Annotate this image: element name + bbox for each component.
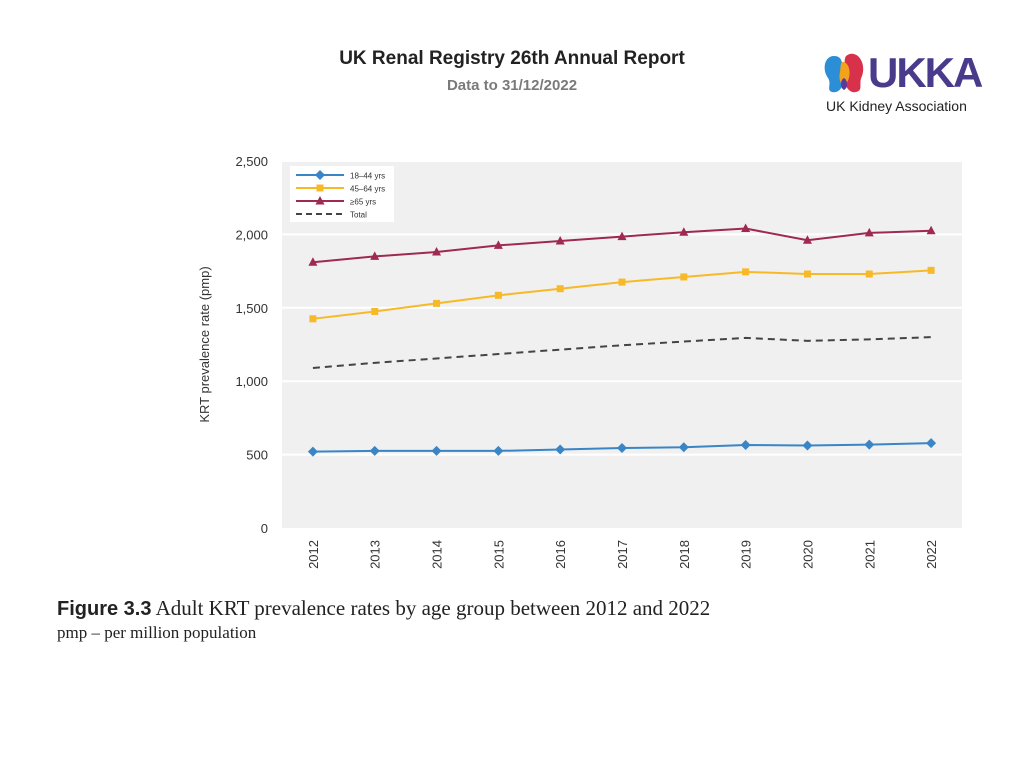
- data-point: [369, 445, 380, 456]
- x-tick-label: 2021: [862, 540, 877, 569]
- data-point: [308, 257, 318, 266]
- data-point: [864, 227, 874, 237]
- x-tick-label: 2016: [553, 540, 568, 569]
- x-tick-label: 2022: [924, 540, 939, 569]
- y-tick-label: 0: [261, 521, 268, 536]
- data-point: [803, 270, 811, 278]
- legend-marker: [315, 170, 325, 180]
- legend-marker: [315, 196, 325, 205]
- data-point: [864, 439, 875, 450]
- data-point: [433, 299, 441, 307]
- data-point: [927, 266, 935, 274]
- data-point: [679, 227, 689, 236]
- plot-area: [282, 161, 962, 528]
- x-tick-label: 2020: [800, 540, 815, 569]
- series-line-3: [312, 336, 932, 369]
- report-title: UK Renal Registry 26th Annual Report: [339, 48, 685, 69]
- y-axis-label: KRT prevalence rate (pmp): [197, 266, 212, 422]
- data-point: [493, 240, 503, 249]
- x-tick-label: 2018: [677, 540, 692, 569]
- data-point: [307, 446, 318, 457]
- data-point: [556, 285, 564, 293]
- logo-tagline: UK Kidney Association: [826, 98, 967, 114]
- data-point: [309, 315, 317, 323]
- x-tick-label: 2015: [491, 540, 506, 569]
- x-tick-label: 2012: [306, 540, 321, 569]
- report-subtitle: Data to 31/12/2022: [446, 77, 578, 94]
- figure-label: Figure 3.3: [57, 598, 152, 620]
- data-point: [431, 445, 442, 456]
- legend-marker: [316, 184, 324, 192]
- data-point: [680, 273, 688, 281]
- legend-label: ≥65 yrs: [350, 198, 376, 207]
- data-point: [740, 440, 751, 451]
- data-point: [494, 291, 502, 299]
- data-point: [678, 442, 689, 453]
- figure-caption: Figure 3.3 Adult KRT prevalence rates by…: [57, 596, 710, 621]
- data-point: [617, 442, 627, 453]
- data-point: [865, 270, 873, 278]
- figure-caption-text: Adult KRT prevalence rates by age group …: [155, 596, 711, 620]
- data-point: [926, 438, 937, 449]
- x-tick-label: 2017: [615, 540, 630, 569]
- data-point: [926, 225, 936, 235]
- x-tick-label: 2014: [430, 540, 445, 569]
- data-point: [432, 247, 442, 256]
- figure-note: pmp – per million population: [57, 623, 257, 642]
- data-point: [802, 235, 812, 244]
- data-point: [617, 231, 627, 241]
- data-point: [493, 445, 504, 456]
- logo-wordmark: UKKA: [868, 49, 983, 96]
- prevalence-line-chart: 0 500 1,000 1,500 2,000 2,500 KRT prevalence r…: [197, 154, 962, 569]
- x-tick-label: 2019: [739, 540, 754, 569]
- legend-label: Total: [350, 211, 367, 220]
- data-point: [802, 440, 813, 451]
- data-point: [370, 251, 380, 260]
- y-tick-label: 2,500: [235, 154, 268, 169]
- y-tick-label: 2,000: [235, 227, 268, 242]
- data-point: [555, 444, 566, 455]
- y-tick-label: 1,000: [235, 374, 268, 389]
- y-tick-label: 500: [246, 448, 268, 463]
- data-point: [618, 278, 626, 286]
- x-tick-label: 2013: [368, 540, 383, 569]
- data-point: [555, 236, 565, 245]
- data-point: [742, 268, 750, 276]
- legend-label: 45–64 yrs: [350, 185, 385, 194]
- data-point: [371, 307, 379, 315]
- kidney-logo-icon: [824, 53, 864, 93]
- y-tick-label: 1,500: [235, 301, 268, 316]
- data-point: [741, 223, 751, 233]
- ukka-logo: UKKA UK Kidney Association: [820, 48, 1000, 118]
- legend-label: 18–44 yrs: [350, 172, 385, 181]
